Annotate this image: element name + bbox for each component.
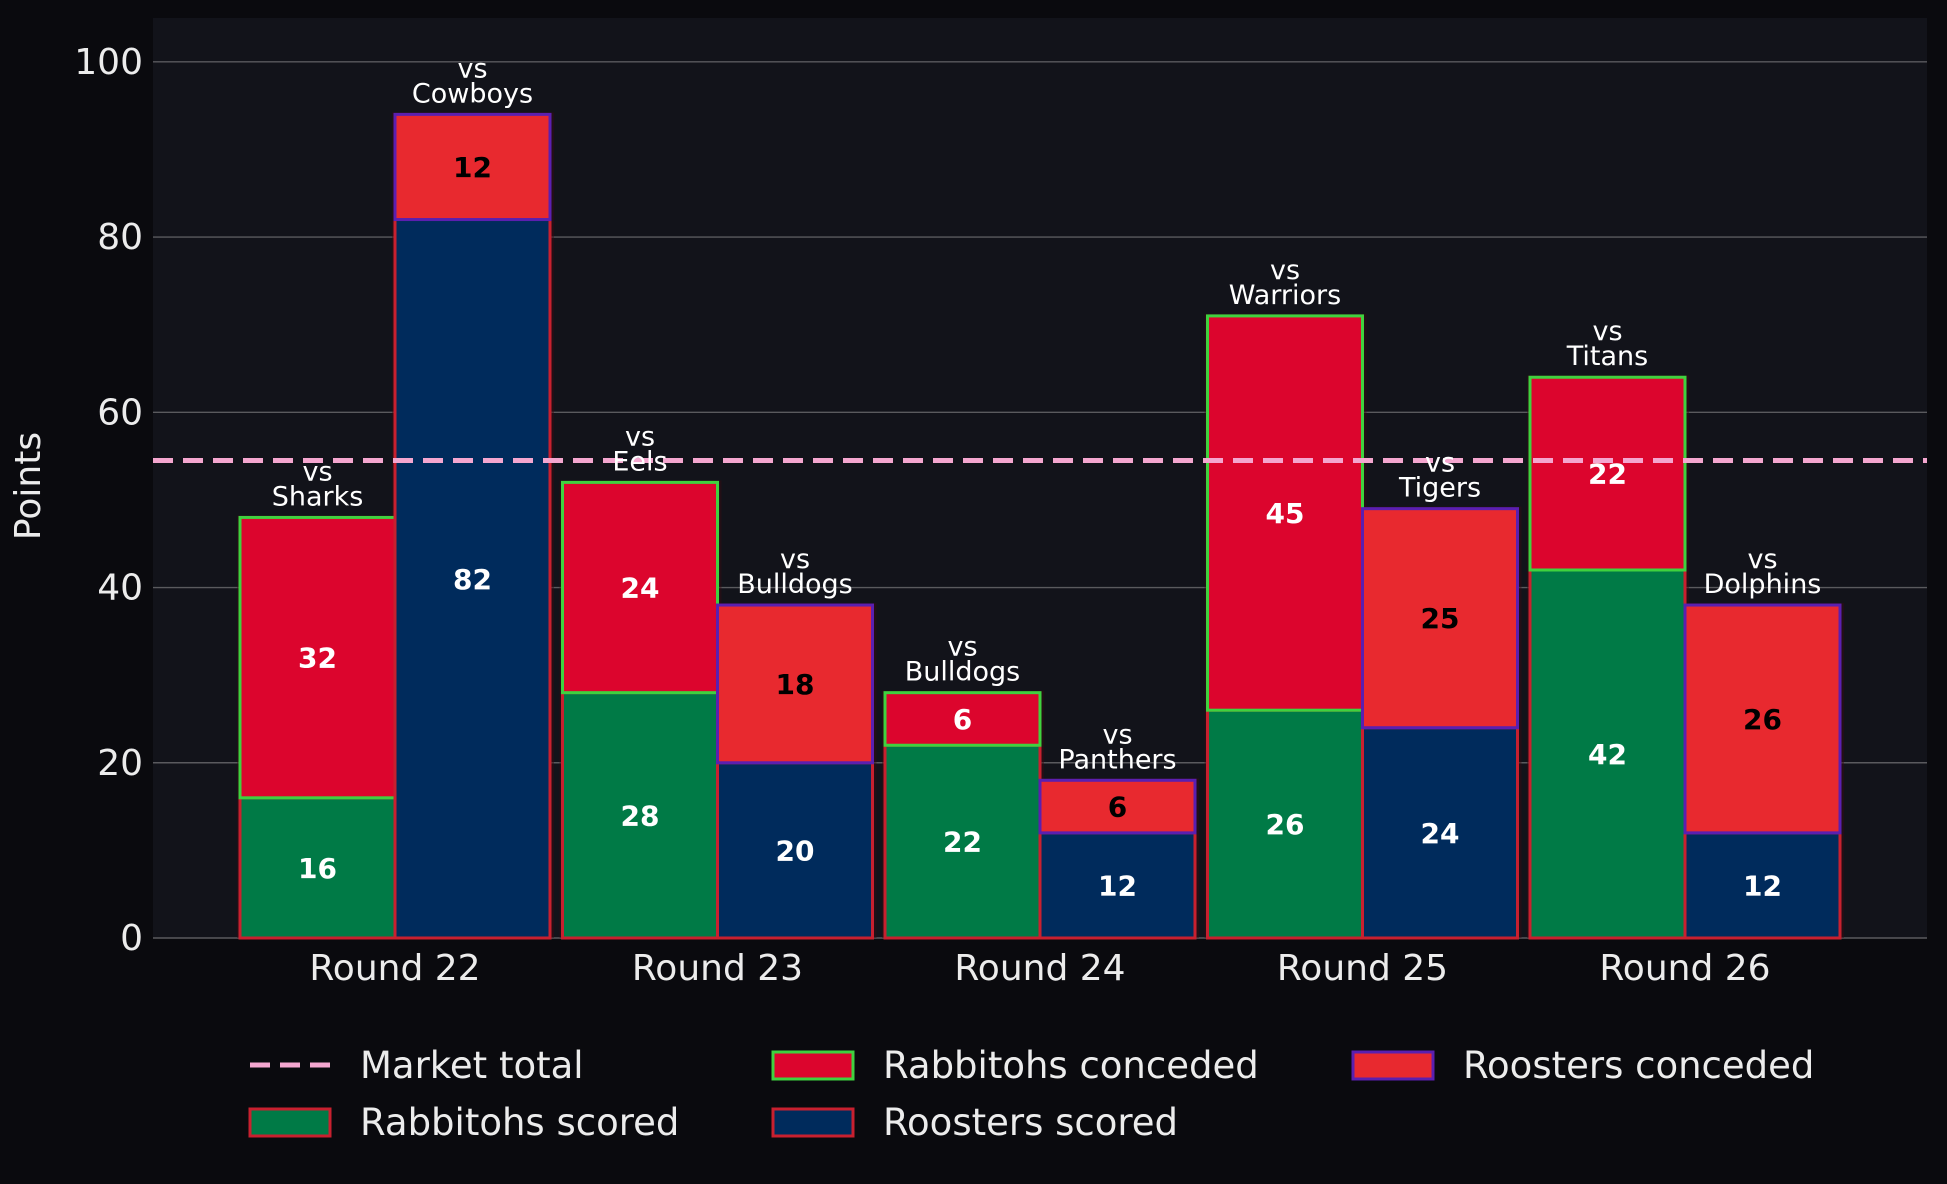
bar-value-label: 12 <box>1743 869 1782 902</box>
bar-segment <box>1206 708 1364 940</box>
bar-value-label: 12 <box>1098 869 1137 902</box>
bar-value-label: 6 <box>953 703 972 736</box>
bar-value-label: 32 <box>298 642 337 675</box>
y-tick-label: 60 <box>97 392 143 433</box>
y-tick-label: 100 <box>74 42 143 83</box>
legend-label: Rabbitohs scored <box>360 1101 679 1144</box>
bar-segment <box>716 761 874 940</box>
legend-swatch <box>1351 1050 1435 1081</box>
legend-label: Roosters conceded <box>1463 1044 1814 1087</box>
y-tick-label: 20 <box>97 743 143 784</box>
bar-segment <box>561 480 719 695</box>
bar-segment <box>1361 726 1519 940</box>
bar-value-label: 24 <box>1421 817 1460 850</box>
bar-value-label: 22 <box>1588 458 1627 491</box>
x-tick-label: Round 26 <box>1599 948 1770 989</box>
opponent-label: vs Eels <box>612 421 667 477</box>
x-tick-label: Round 23 <box>632 948 803 989</box>
bar-segment <box>883 743 1042 940</box>
legend-label: Rabbitohs conceded <box>883 1044 1259 1087</box>
bar-value-label: 26 <box>1743 703 1782 736</box>
bar-value-label: 24 <box>621 572 660 605</box>
x-tick-label: Round 25 <box>1277 948 1448 989</box>
legend-swatch <box>248 1107 332 1138</box>
bar-segment <box>1683 831 1842 940</box>
bar-value-label: 25 <box>1421 602 1460 635</box>
bar-segment <box>716 603 874 765</box>
bar-value-label: 16 <box>298 852 337 885</box>
bar-value-label: 26 <box>1266 808 1305 841</box>
opponent-label: vs Bulldogs <box>905 632 1021 688</box>
legend: Market total Rabbitohs scored Rabbitohs co… <box>248 1044 1814 1144</box>
bar-segment <box>1528 568 1687 940</box>
legend-label: Market total <box>360 1044 584 1087</box>
opponent-label: vs Warriors <box>1229 255 1341 311</box>
y-tick-label: 40 <box>97 568 143 609</box>
bar-value-label: 22 <box>943 826 982 859</box>
opponent-label: vs Dolphins <box>1704 544 1822 600</box>
bar-segment <box>1206 314 1364 712</box>
bar-value-label: 12 <box>453 151 492 184</box>
legend-swatch <box>771 1107 855 1138</box>
data-label-layer: 16 32 vs Sharks 82 12 vs Cowboys 28 24 vs Eels 20 18 v… <box>272 53 1822 902</box>
bar-segment <box>1361 507 1519 730</box>
bar-value-label: 18 <box>776 668 815 701</box>
bar-segment <box>1528 375 1687 572</box>
y-axis-label: Points <box>8 432 49 540</box>
opponent-label: vs Sharks <box>272 456 364 512</box>
bar-layer <box>238 112 1842 940</box>
x-tick-label: Round 24 <box>954 948 1125 989</box>
bar-segment <box>393 112 552 222</box>
opponent-label: vs Titans <box>1566 316 1648 372</box>
legend-swatch <box>771 1050 855 1081</box>
y-tick-label: 80 <box>97 217 143 258</box>
x-tick-label: Round 22 <box>309 948 480 989</box>
axis-layer: 0 20 40 60 80 100 Round 22 Round 23 Round 24 Roun… <box>74 42 1770 989</box>
opponent-label: vs Panthers <box>1058 719 1176 775</box>
bar-value-label: 20 <box>776 834 815 867</box>
bar-segment <box>393 218 552 940</box>
bar-segment <box>561 691 719 940</box>
bar-segment <box>1038 778 1197 835</box>
bar-value-label: 28 <box>621 799 660 832</box>
bar-segment <box>238 515 397 800</box>
y-tick-label: 0 <box>120 918 143 959</box>
bar-segment <box>1038 831 1197 940</box>
bar-value-label: 42 <box>1588 738 1627 771</box>
opponent-label: vs Cowboys <box>412 53 533 109</box>
bar-segment <box>883 691 1042 747</box>
bar-value-label: 45 <box>1266 497 1305 530</box>
opponent-label: vs Tigers <box>1398 448 1481 504</box>
opponent-label: vs Bulldogs <box>737 544 853 600</box>
legend-label: Roosters scored <box>883 1101 1178 1144</box>
bar-value-label: 82 <box>453 563 492 596</box>
bar-value-label: 6 <box>1108 791 1127 824</box>
bar-segment <box>1683 603 1842 835</box>
